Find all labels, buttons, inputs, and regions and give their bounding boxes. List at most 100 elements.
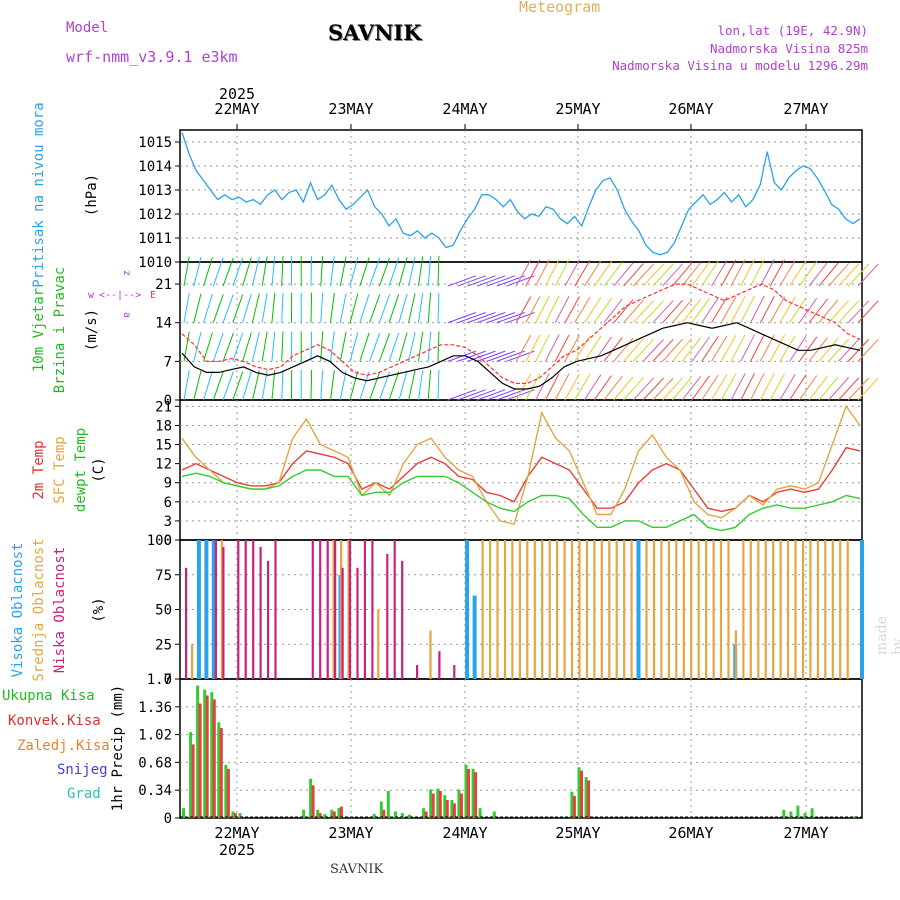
total-rain-bar [182,808,185,818]
wind-barb [183,293,190,323]
y-tick-label: 1011 [138,231,172,247]
wind-barb [642,263,664,287]
wind-barb [623,338,644,362]
total-rain-bar [810,808,814,818]
wind-barb [506,312,535,324]
wind-barb [183,256,190,287]
wind-barb [603,337,623,362]
mid-cloud-bar [764,540,767,679]
wind-barb [496,275,525,287]
wind-barb [720,334,737,362]
wind-barb [271,331,276,362]
wind-title-2: Brzina i Pravac [52,267,68,393]
low-cloud-bar [334,540,337,679]
wind-barb [711,260,728,287]
elevation: Nadmorska Visina 825m [709,41,868,56]
high-cloud-bar [472,595,477,679]
mid-cloud-bar [191,644,194,680]
convective-rain-bar [205,695,209,818]
high-cloud-bar [636,540,641,679]
mid-cloud-bar [727,540,730,679]
wind-barb [740,334,755,362]
wind-barb [662,338,683,362]
y-tick-label: 1012 [138,207,172,223]
wind-barb [574,373,591,401]
y-tick-label: 14 [155,316,172,332]
day-label-top: 27MAY [783,100,828,118]
wind-barb [212,294,224,323]
low-cloud-bar [319,540,322,679]
day-label-bottom: 27MAY [783,824,828,842]
wind-barb [535,334,550,362]
day-label-bottom: 26MAY [668,824,713,842]
y-tick-label: 0.68 [138,755,172,771]
wind-barb [193,293,202,323]
wind-barb [828,377,849,401]
wind-barb [457,312,486,324]
wind-barb [828,338,849,362]
mid-cloud-bar [734,630,737,679]
wind-barb [681,337,702,362]
wind-barb [544,334,560,362]
temp2m-title: 2m Temp [31,440,47,499]
wind-barb [613,262,634,287]
wind-barb [681,298,702,324]
wind-barb [544,295,560,323]
wind-barb [632,263,654,287]
wind-barb [447,389,477,401]
low-cloud-bar [311,540,314,679]
high-cloud-bar [465,540,470,679]
wind-barb [838,263,860,287]
total-rain-bar [224,764,228,818]
mid-cloud-bar [518,540,521,679]
total-rain-bar [302,809,306,818]
y-tick-label: 1.36 [138,700,172,716]
wind-barb [330,292,335,323]
high-cloud-bar [860,540,864,679]
wind-unit: (m/s) [84,309,100,351]
precip-legend-item: Konvek.Kisa [8,713,101,729]
wind-barb [457,275,486,287]
day-label-top: 22MAY [214,100,259,118]
y-tick-label: 1015 [138,135,172,151]
wind-barb [203,371,213,401]
mid-cloud-bar [794,540,797,679]
wind-barb [720,296,737,323]
y-tick-label: 21 [155,399,172,415]
wind-barb [535,373,550,401]
wind-barb [632,300,654,324]
wind-barb [515,259,532,287]
wind-barb [593,297,613,324]
wind-barb [701,260,719,287]
total-rain-bar [217,722,221,818]
y-tick-label: 3 [164,514,172,530]
mid-cloud-bar [585,540,588,679]
wind-barb [613,337,634,362]
wind-barb [271,292,276,323]
total-rain-bar [436,788,440,818]
pressure-title: Pritisak na nivou mora [31,102,47,287]
wind-barb [388,332,400,362]
wind-barb [222,371,234,401]
total-rain-bar [852,816,856,818]
wind-barb [642,300,664,324]
wind-barb [388,294,400,323]
y-tick-label: 1010 [138,255,172,271]
convective-rain-bar [445,800,449,818]
total-rain-bar [422,808,426,818]
precip-legend-item: Grad [67,786,101,802]
mid-cloud-bar [675,540,678,679]
y-tick-label: 100 [147,533,172,549]
wind-barb [320,331,324,362]
wind-barb [242,293,252,323]
mid-cloud-bar [347,540,350,679]
wind-barb [623,299,644,324]
wind-barb [467,350,496,362]
wind-barb [789,260,807,287]
mid-cloud-bar [220,540,223,679]
convective-rain-bar [587,780,591,818]
wind-barb [798,336,818,362]
wind-barb [222,257,234,287]
wind-barb [769,334,786,362]
mid-cloud-bar [332,540,335,679]
